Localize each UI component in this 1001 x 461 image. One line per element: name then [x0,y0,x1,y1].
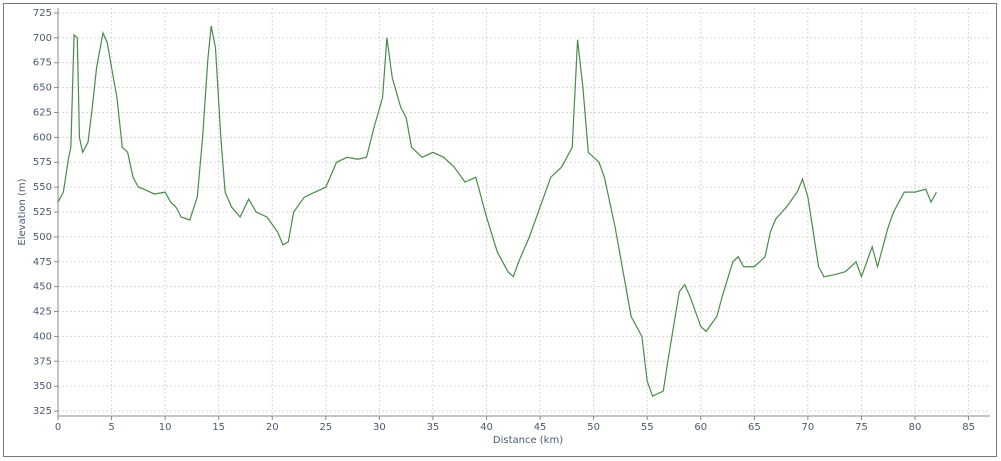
y-tick-label: 550 [33,182,52,193]
y-tick-label: 525 [33,207,52,218]
x-tick-label: 85 [962,422,975,433]
y-tick-label: 575 [33,157,52,168]
x-tick-label: 30 [373,422,386,433]
y-tick-label: 500 [33,232,52,243]
x-tick-label: 40 [480,422,493,433]
y-tick-label: 600 [33,132,52,143]
y-tick-label: 325 [33,406,52,417]
y-tick-label: 400 [33,331,52,342]
x-tick-label: 25 [319,422,332,433]
y-tick-label: 450 [33,282,52,293]
y-tick-label: 425 [33,307,52,318]
x-tick-label: 35 [427,422,440,433]
y-tick-label: 475 [33,257,52,268]
x-tick-label: 80 [909,422,922,433]
y-tick-label: 675 [33,58,52,69]
x-tick-label: 70 [802,422,815,433]
y-tick-label: 350 [33,381,52,392]
x-tick-label: 60 [694,422,707,433]
y-axis-label: Elevation (m) [17,178,28,245]
elevation-line [57,25,937,397]
x-tick-label: 20 [266,422,279,433]
x-axis-label: Distance (km) [493,435,563,446]
y-tick-label: 650 [33,83,52,94]
x-tick-label: 45 [534,422,547,433]
y-tick-label: 375 [33,356,52,367]
x-tick-label: 50 [587,422,600,433]
x-tick-label: 5 [108,422,114,433]
x-tick-label: 75 [855,422,868,433]
x-tick-label: 10 [159,422,172,433]
x-tick-label: 55 [641,422,654,433]
y-tick-label: 700 [33,33,52,44]
y-tick-label: 625 [33,107,52,118]
x-tick-label: 0 [55,422,61,433]
x-tick-label: 65 [748,422,761,433]
frame [3,3,997,457]
x-tick-label: 15 [212,422,225,433]
y-tick-label: 725 [33,8,52,19]
